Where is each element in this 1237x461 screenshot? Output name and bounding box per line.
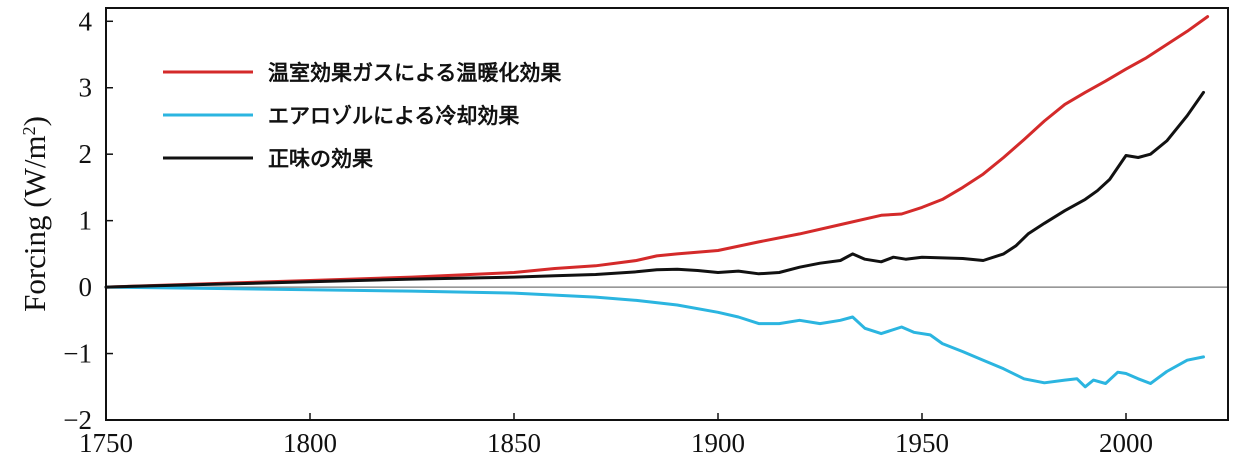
- y-tick-label: 4: [79, 6, 93, 36]
- y-tick-label: −2: [63, 405, 92, 435]
- legend-label-3: 正味の効果: [268, 147, 373, 171]
- y-tick-label: 2: [79, 139, 93, 169]
- y-tick-label: 1: [79, 206, 93, 236]
- series-line-2: [104, 285, 1205, 389]
- x-tick-label: 1850: [487, 428, 541, 458]
- x-tick-label: 1800: [283, 428, 337, 458]
- y-tick-label: 3: [79, 73, 93, 103]
- y-axis-label-superscript: 2: [19, 126, 39, 135]
- y-tick-label: −1: [63, 339, 92, 369]
- y-axis-label-close: ): [17, 116, 52, 126]
- y-axis-label-main: Forcing (W/m: [17, 135, 52, 312]
- x-tick-label: 1750: [79, 428, 133, 458]
- x-tick-label: 1950: [895, 428, 949, 458]
- series-line-3: [104, 90, 1205, 289]
- legend-label-1: 温室効果ガスによる温暖化効果: [268, 61, 561, 85]
- series-line-1: [104, 15, 1210, 289]
- x-tick-label: 2000: [1099, 428, 1153, 458]
- series-layer: [104, 15, 1210, 389]
- legend-label-2: エアロゾルによる冷却効果: [268, 104, 519, 128]
- ticks-layer: 1750 1800 1850 1900 1950 2000 4 3 2 1 0 −1 −2: [63, 6, 1153, 458]
- y-axis-label: Forcing (W/m2): [17, 116, 52, 312]
- y-tick-label: 0: [79, 272, 93, 302]
- x-tick-label: 1900: [691, 428, 745, 458]
- plot-frame: [105, 7, 1229, 421]
